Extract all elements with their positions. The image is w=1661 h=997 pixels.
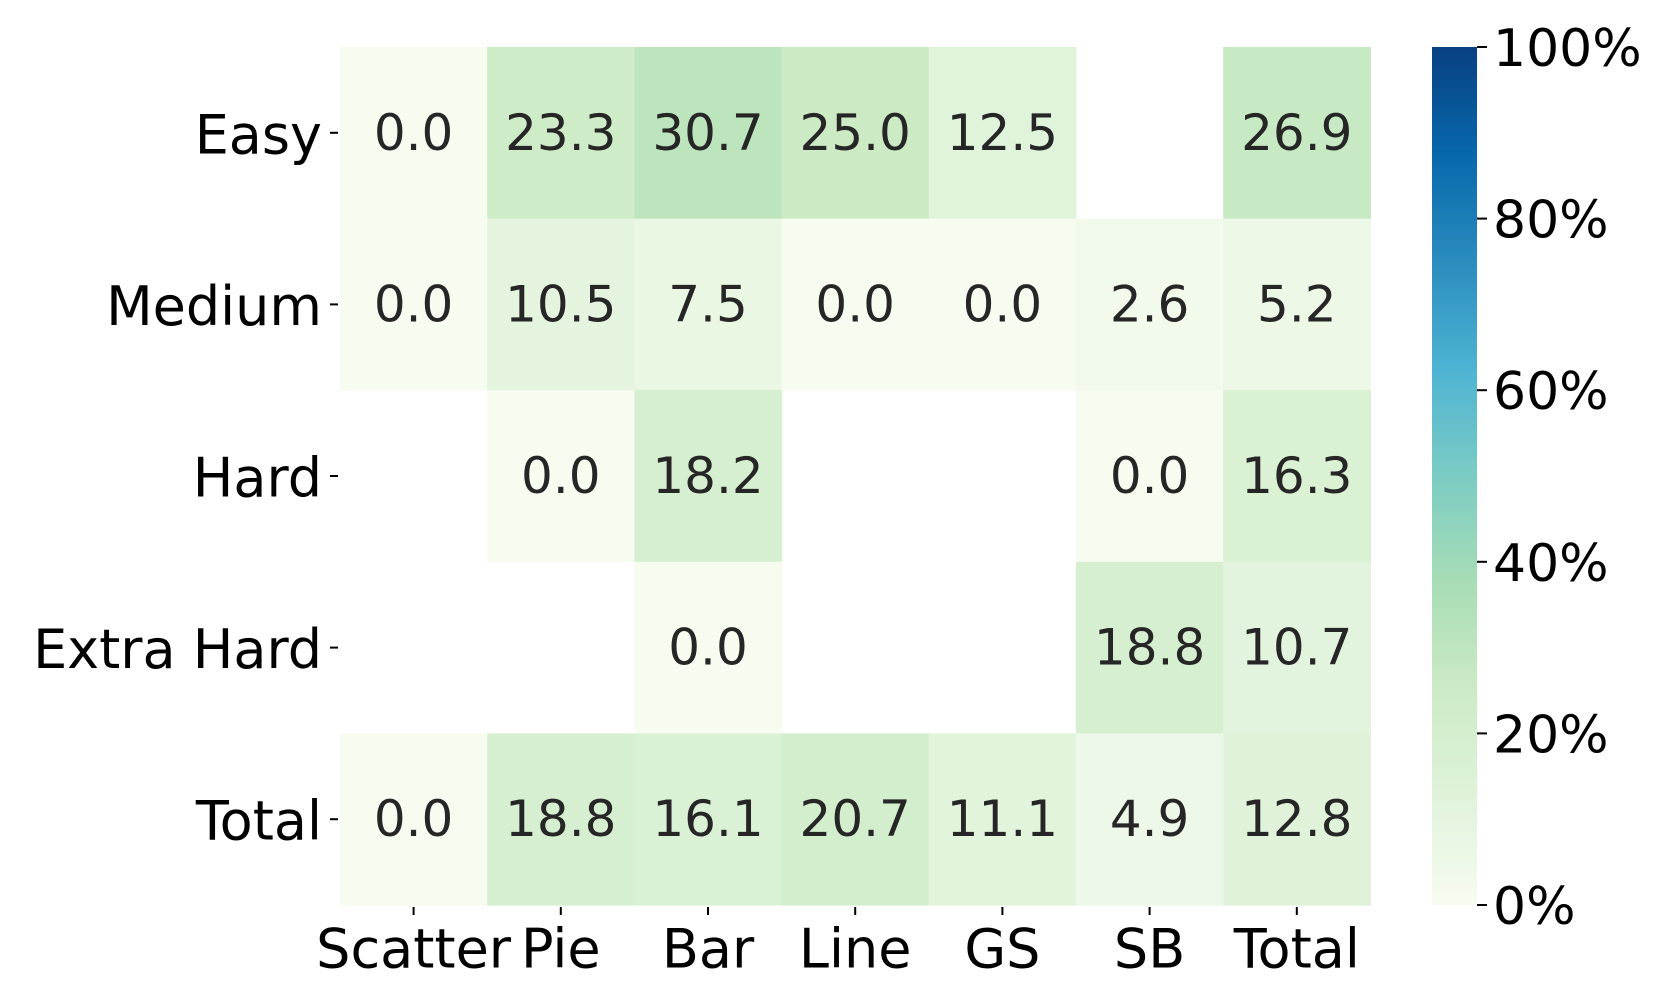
column-label-line: Line bbox=[799, 918, 912, 981]
colorbar-tick-label: 100% bbox=[1493, 19, 1642, 79]
cell-value-label: 25.0 bbox=[800, 104, 911, 162]
cell-value-label: 0.0 bbox=[668, 619, 748, 677]
cell-value-label: 23.3 bbox=[505, 104, 616, 162]
column-label-gs: GS bbox=[964, 918, 1040, 981]
cell-value-label: 18.8 bbox=[505, 790, 616, 848]
heatmap-cell-extra-hard-bar bbox=[634, 561, 783, 734]
heatmap-cells bbox=[340, 47, 1371, 906]
heatmap-cell-total-gs bbox=[928, 733, 1077, 906]
cell-value-label: 0.0 bbox=[963, 275, 1043, 333]
colorbar-tick-label: 60% bbox=[1493, 362, 1609, 422]
cell-value-label: 10.5 bbox=[505, 275, 616, 333]
heatmap-cell-hard-sb bbox=[1076, 390, 1224, 563]
heatmap-cell-medium-line bbox=[781, 218, 930, 391]
heatmap-cell-hard-total bbox=[1223, 390, 1371, 563]
heatmap-cell-medium-scatter bbox=[340, 218, 488, 391]
cell-value-label: 16.3 bbox=[1241, 447, 1352, 505]
cell-value-label: 18.2 bbox=[652, 447, 763, 505]
heatmap-cell-labels: 0.0 23.3 30.7 25.0 12.5 26.9 0.0 10.5 7.5 0.0 0.0 2… bbox=[374, 104, 1353, 848]
column-label-total: Total bbox=[1233, 918, 1360, 981]
heatmap-cell-easy-gs bbox=[928, 47, 1077, 220]
row-axis: Easy Medium Hard Extra Hard Total bbox=[33, 103, 338, 853]
cell-value-label: 2.6 bbox=[1110, 275, 1190, 333]
cell-value-label: 18.8 bbox=[1094, 619, 1205, 677]
cell-value-label: 10.7 bbox=[1241, 619, 1352, 677]
column-label-pie: Pie bbox=[521, 918, 601, 981]
cell-value-label: 30.7 bbox=[652, 104, 763, 162]
heatmap-cell-easy-line bbox=[781, 47, 930, 220]
heatmap-cell-hard-pie bbox=[487, 390, 635, 563]
heatmap-cell-total-bar bbox=[634, 733, 783, 906]
cell-value-label: 16.1 bbox=[652, 790, 763, 848]
cell-value-label: 20.7 bbox=[800, 790, 911, 848]
heatmap-cell-easy-pie bbox=[487, 47, 635, 220]
heatmap-cell-easy-total bbox=[1223, 47, 1371, 220]
colorbar-tick-label: 40% bbox=[1493, 534, 1609, 594]
cell-value-label: 0.0 bbox=[1110, 447, 1190, 505]
heatmap-cell-total-sb bbox=[1076, 733, 1224, 906]
cell-value-label: 11.1 bbox=[947, 790, 1058, 848]
heatmap-cell-medium-total bbox=[1223, 218, 1371, 391]
column-label-sb: SB bbox=[1114, 918, 1185, 981]
row-label-hard: Hard bbox=[193, 447, 322, 510]
heatmap-cell-total-pie bbox=[487, 733, 635, 906]
colorbar-gradient bbox=[1432, 47, 1477, 905]
heatmap-cell-medium-gs bbox=[928, 218, 1077, 391]
heatmap-cell-medium-pie bbox=[487, 218, 635, 391]
cell-value-label: 0.0 bbox=[815, 275, 895, 333]
cell-value-label: 26.9 bbox=[1241, 104, 1352, 162]
heatmap-cell-easy-bar bbox=[634, 47, 783, 220]
row-label-extra-hard: Extra Hard bbox=[33, 618, 322, 681]
colorbar-tick-label: 20% bbox=[1493, 705, 1609, 765]
cell-value-label: 4.9 bbox=[1110, 790, 1190, 848]
cell-value-label: 0.0 bbox=[521, 447, 601, 505]
colorbar-tick-label: 80% bbox=[1493, 191, 1609, 251]
heatmap-cell-total-total bbox=[1223, 733, 1371, 906]
heatmap-cell-medium-sb bbox=[1076, 218, 1224, 391]
row-label-easy: Easy bbox=[195, 103, 322, 166]
row-label-medium: Medium bbox=[106, 275, 322, 338]
cell-value-label: 0.0 bbox=[374, 790, 454, 848]
colorbar: 0% 20% 40% 60% 80% 100% bbox=[1432, 19, 1642, 937]
heatmap-cell-medium-bar bbox=[634, 218, 783, 391]
heatmap-cell-hard-bar bbox=[634, 390, 783, 563]
heatmap-cell-extra-hard-total bbox=[1223, 561, 1371, 734]
cell-value-label: 5.2 bbox=[1257, 275, 1337, 333]
cell-value-label: 12.5 bbox=[947, 104, 1058, 162]
column-label-bar: Bar bbox=[662, 918, 755, 981]
heatmap-cell-extra-hard-sb bbox=[1076, 561, 1224, 734]
cell-value-label: 7.5 bbox=[668, 275, 748, 333]
colorbar-tick-label: 0% bbox=[1493, 877, 1576, 937]
heatmap-cell-easy-scatter bbox=[340, 47, 488, 220]
column-label-scatter: Scatter bbox=[316, 918, 512, 981]
heatmap-cell-total-scatter bbox=[340, 733, 488, 906]
cell-value-label: 12.8 bbox=[1241, 790, 1352, 848]
heatmap-cell-total-line bbox=[781, 733, 930, 906]
column-axis: Scatter Pie Bar Line GS SB Total bbox=[316, 907, 1360, 981]
cell-value-label: 0.0 bbox=[374, 275, 454, 333]
row-label-total: Total bbox=[195, 790, 322, 853]
cell-value-label: 0.0 bbox=[374, 104, 454, 162]
